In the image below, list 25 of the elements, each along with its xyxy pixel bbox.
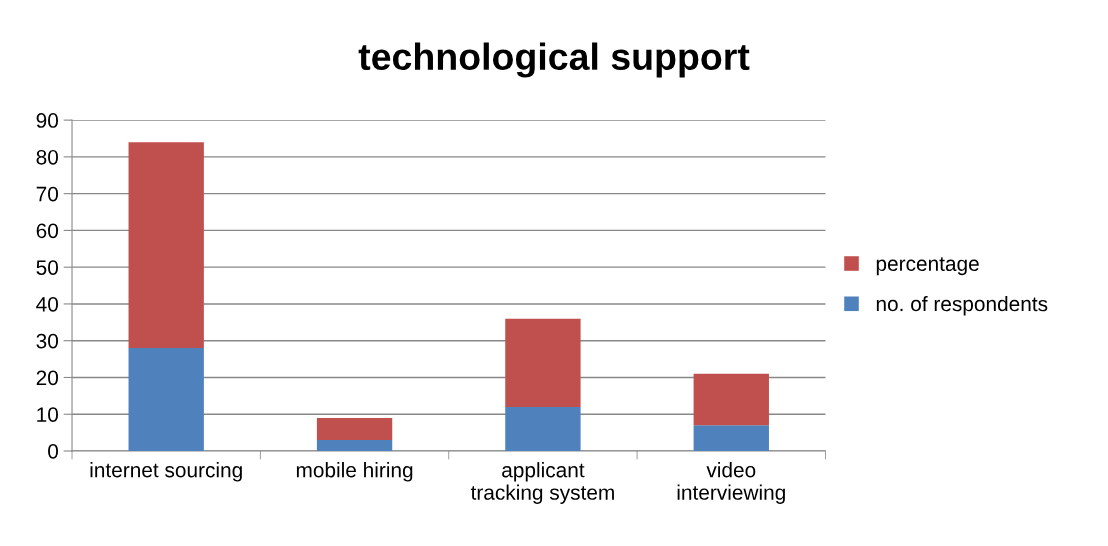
bar xyxy=(693,373,769,426)
bar xyxy=(316,417,393,440)
y-tick-label: 30 xyxy=(36,333,59,349)
bar xyxy=(505,318,581,407)
y-tick-label: 80 xyxy=(36,149,59,165)
y-tick-label: 50 xyxy=(36,260,59,275)
bar xyxy=(128,348,204,451)
x-tick-label: applicant tracking system xyxy=(470,462,614,504)
y-tick-label: 90 xyxy=(36,113,59,128)
y-tick-label: 60 xyxy=(36,223,59,239)
y-tick-label: 0 xyxy=(48,444,59,459)
chart-title: technological support xyxy=(358,42,750,78)
y-tick-label: 10 xyxy=(37,407,59,422)
bar xyxy=(128,142,204,349)
bar xyxy=(693,425,769,451)
x-tick-label: mobile hiring xyxy=(296,462,413,482)
bar xyxy=(505,406,581,451)
legend-label: no. of respondents xyxy=(876,295,1048,316)
y-tick-label: 70 xyxy=(36,186,59,202)
legend-label: percentage xyxy=(876,257,979,276)
x-tick-label: video interviewing xyxy=(677,462,785,504)
x-tick-label: internet sourcing xyxy=(90,462,242,482)
bar xyxy=(316,439,393,451)
y-tick-label: 20 xyxy=(36,370,59,386)
y-tick-label: 40 xyxy=(36,296,59,312)
